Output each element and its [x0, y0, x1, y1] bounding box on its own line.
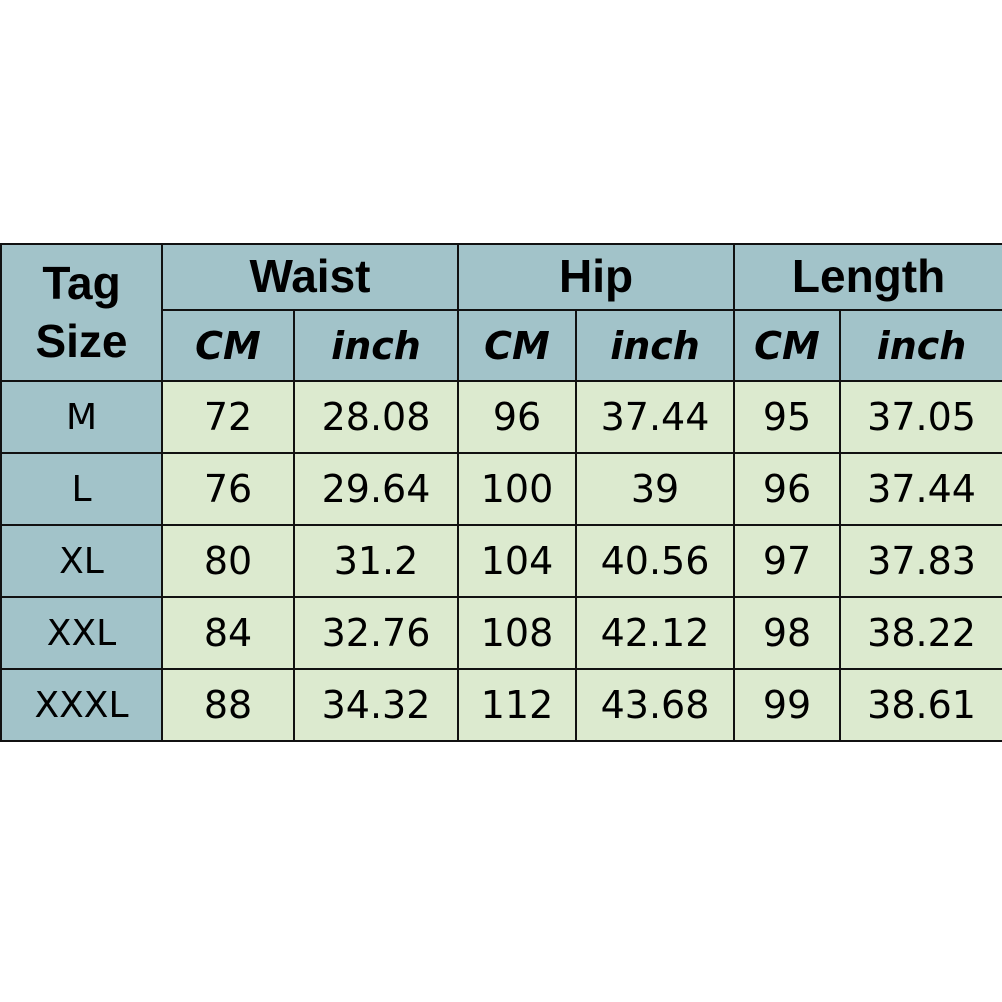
size-label: M — [0, 380, 163, 454]
table-cell: 43.68 — [575, 668, 736, 742]
tag-size-header: Tag Size — [0, 243, 163, 382]
table-cell: 72 — [161, 380, 295, 454]
size-label: XXL — [0, 596, 163, 670]
table-row: XL 80 31.2 104 40.56 97 37.83 — [0, 524, 1002, 598]
table-cell: 29.64 — [292, 452, 460, 526]
table-row: XXL 84 32.76 108 42.12 98 38.22 — [0, 596, 1002, 670]
table-cell: 112 — [457, 668, 578, 742]
table-cell: 96 — [733, 452, 842, 526]
unit-header: CM — [733, 309, 842, 382]
table-cell: 31.2 — [292, 524, 460, 598]
table-cell: 84 — [161, 596, 295, 670]
table-cell: 38.22 — [839, 596, 1002, 670]
table-row: L 76 29.64 100 39 96 37.44 — [0, 452, 1002, 526]
size-label: XXXL — [0, 668, 163, 742]
table-cell: 32.76 — [292, 596, 460, 670]
table-cell: 39 — [575, 452, 736, 526]
table-cell: 88 — [161, 668, 295, 742]
table-cell: 34.32 — [292, 668, 460, 742]
table-cell: 37.44 — [839, 452, 1002, 526]
waist-header: Waist — [160, 243, 460, 311]
table-cell: 108 — [457, 596, 578, 670]
unit-row: CM inch CM inch CM inch — [1, 309, 1002, 382]
table-cell: 99 — [733, 668, 842, 742]
table-cell: 37.83 — [839, 524, 1002, 598]
unit-header: inch — [839, 309, 1002, 382]
table-cell: 98 — [733, 596, 842, 670]
hip-header: Hip — [457, 243, 736, 311]
table-cell: 28.08 — [292, 380, 460, 454]
table-cell: 80 — [161, 524, 295, 598]
size-chart-table: Tag Size Waist Hip Length CM inch CM inch CM… — [0, 243, 1002, 742]
table-row: M 72 28.08 96 37.44 95 37.05 — [0, 380, 1002, 454]
table-cell: 42.12 — [575, 596, 736, 670]
size-label: L — [0, 452, 163, 526]
unit-header: CM — [161, 309, 295, 382]
table-cell: 37.05 — [839, 380, 1002, 454]
table-cell: 40.56 — [575, 524, 736, 598]
unit-header: inch — [292, 309, 460, 382]
tag-size-line1: Tag — [42, 257, 121, 309]
size-label: XL — [0, 524, 163, 598]
table-cell: 95 — [733, 380, 842, 454]
length-header: Length — [733, 243, 1002, 311]
table-cell: 37.44 — [575, 380, 736, 454]
table-row: XXXL 88 34.32 112 43.68 99 38.61 — [0, 668, 1002, 742]
table-cell: 38.61 — [839, 668, 1002, 742]
table-cell: 100 — [457, 452, 578, 526]
table-cell: 76 — [161, 452, 295, 526]
unit-header: inch — [575, 309, 736, 382]
table-cell: 104 — [457, 524, 578, 598]
table-cell: 97 — [733, 524, 842, 598]
table-cell: 96 — [457, 380, 578, 454]
tag-size-line2: Size — [35, 314, 128, 367]
unit-header: CM — [457, 309, 578, 382]
